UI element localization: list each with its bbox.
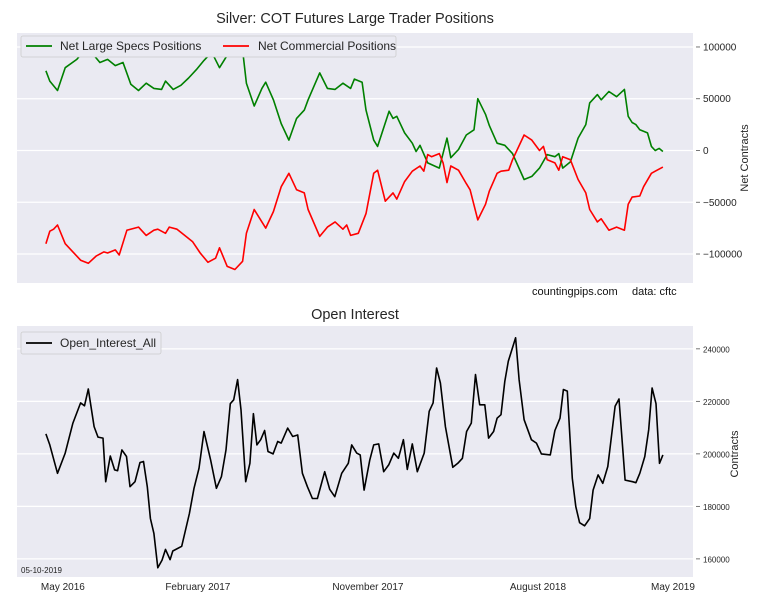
top-plot-background (17, 33, 693, 283)
y-tick-label: 220000 (703, 398, 730, 407)
y-tick-label: 180000 (703, 503, 730, 512)
y-tick-label: 0 (703, 146, 709, 157)
top-chart-axes: 100000 50000 0 −50000 −100000 Silver: COT Fu… (17, 11, 751, 298)
bottom-y-ticks: 240000 220000 200000 180000 160000 (696, 345, 730, 564)
y-tick-label: −100000 (703, 250, 743, 261)
series-line-net-commercial-positions (45, 134, 664, 271)
series-line-open-interest-all (45, 336, 664, 569)
y-tick-label: −50000 (703, 198, 737, 209)
legend-label-open-interest: Open_Interest_All (60, 336, 156, 350)
top-series-lines (45, 40, 664, 271)
bottom-legend: Open_Interest_All (20, 331, 162, 355)
top-y-axis-label: Net Contracts (739, 124, 751, 192)
series-line-net-large-specs-positions (45, 40, 664, 181)
x-tick-label: August 2018 (510, 582, 567, 593)
bottom-legend-box (20, 331, 162, 355)
y-tick-label: 200000 (703, 450, 730, 459)
y-tick-label: 240000 (703, 345, 730, 354)
y-tick-label: 50000 (703, 94, 731, 105)
legend-label-net-large-specs: Net Large Specs Positions (60, 39, 201, 53)
top-legend: Net Large Specs Positions Net Commercial… (20, 35, 397, 58)
top-gridlines (17, 46, 693, 255)
y-tick-label: 160000 (703, 555, 730, 564)
source-website-annotation: countingpips.com (532, 286, 618, 298)
x-tick-label: February 2017 (165, 582, 230, 593)
top-legend-box (20, 35, 397, 58)
bottom-chart-axes: 240000 220000 200000 180000 160000 May 2016 F… (17, 307, 741, 593)
data-source-annotation: data: cftc (632, 286, 677, 298)
date-stamp-annotation: 05-10-2019 (21, 566, 62, 575)
x-tick-label: May 2016 (41, 582, 85, 593)
top-y-ticks: 100000 50000 0 −50000 −100000 (696, 42, 743, 261)
legend-label-net-commercial: Net Commercial Positions (258, 39, 396, 53)
x-tick-label: May 2019 (651, 582, 695, 593)
bottom-series-lines (45, 336, 664, 569)
y-tick-label: 100000 (703, 42, 737, 53)
x-tick-label: November 2017 (332, 582, 404, 593)
bottom-chart-title: Open Interest (311, 307, 399, 323)
bottom-x-ticks: May 2016 February 2017 November 2017 August… (41, 582, 695, 593)
bottom-y-axis-label: Contracts (729, 430, 741, 478)
top-chart-title: Silver: COT Futures Large Trader Positio… (216, 11, 494, 27)
